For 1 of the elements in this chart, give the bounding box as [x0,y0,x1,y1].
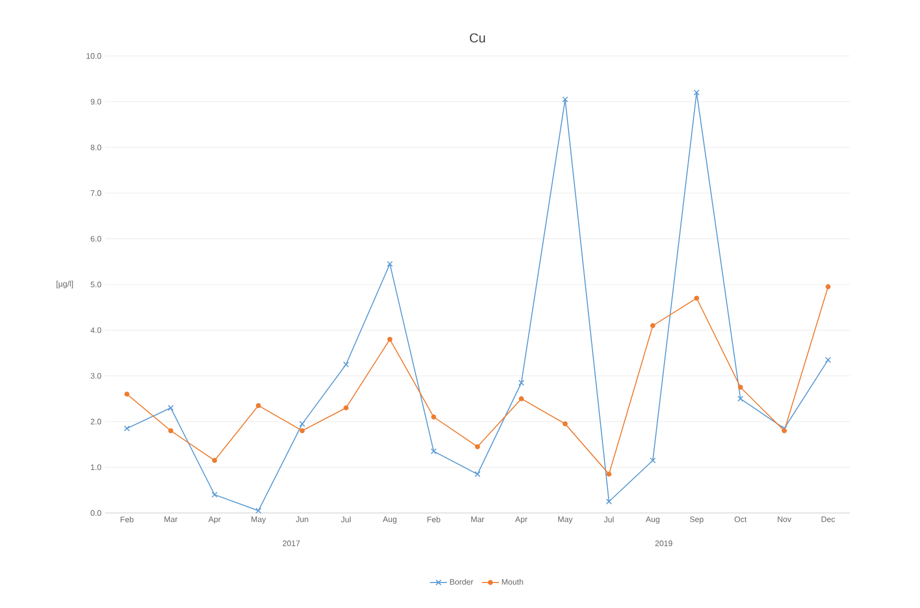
chart-title: Cu [470,33,485,42]
